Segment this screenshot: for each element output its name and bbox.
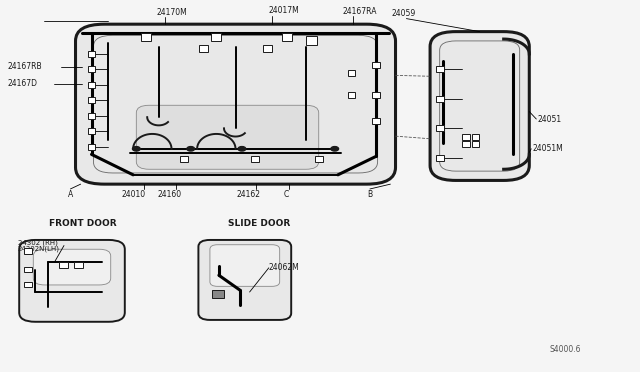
Bar <box>315 156 323 162</box>
Bar <box>88 51 95 57</box>
Bar <box>88 128 95 134</box>
Bar <box>24 282 32 287</box>
FancyBboxPatch shape <box>198 240 291 320</box>
FancyBboxPatch shape <box>19 240 125 322</box>
Bar <box>462 141 470 147</box>
Bar <box>212 290 224 298</box>
Bar <box>88 144 95 150</box>
Bar <box>348 92 355 98</box>
FancyBboxPatch shape <box>430 32 529 180</box>
Bar <box>24 248 32 254</box>
Text: 24051M: 24051M <box>532 144 563 153</box>
Bar <box>306 36 317 45</box>
Text: 24302 (RH): 24302 (RH) <box>18 239 58 246</box>
Bar <box>472 141 479 147</box>
Text: 24160: 24160 <box>157 190 182 199</box>
FancyBboxPatch shape <box>210 245 280 286</box>
FancyBboxPatch shape <box>136 105 319 169</box>
Bar <box>88 67 95 73</box>
FancyBboxPatch shape <box>76 24 396 184</box>
Bar <box>263 45 272 52</box>
Bar <box>436 155 444 161</box>
Text: 24017M: 24017M <box>269 6 300 15</box>
Bar <box>436 96 444 102</box>
Bar <box>74 262 83 268</box>
Bar <box>436 125 444 131</box>
Text: 24170M: 24170M <box>157 8 188 17</box>
Bar <box>199 45 208 52</box>
Text: SLIDE DOOR: SLIDE DOOR <box>228 219 291 228</box>
Text: 24302N(LH): 24302N(LH) <box>18 245 60 252</box>
Bar <box>372 62 380 68</box>
Text: 24167D: 24167D <box>8 79 38 88</box>
Text: FRONT DOOR: FRONT DOOR <box>49 219 117 228</box>
FancyBboxPatch shape <box>33 249 111 285</box>
Bar <box>251 156 259 162</box>
Text: 24162: 24162 <box>236 190 260 199</box>
Bar <box>348 70 355 76</box>
Bar <box>282 33 292 41</box>
Bar <box>462 134 470 140</box>
Bar <box>88 82 95 88</box>
Text: S4000.6: S4000.6 <box>549 345 580 354</box>
Text: 24051: 24051 <box>538 115 562 124</box>
Circle shape <box>238 147 246 151</box>
Bar <box>211 33 221 41</box>
Text: A: A <box>68 190 73 199</box>
Text: 24167RA: 24167RA <box>342 7 377 16</box>
Bar <box>141 33 151 41</box>
Bar <box>180 156 188 162</box>
Circle shape <box>187 147 195 151</box>
Text: 24059: 24059 <box>392 9 416 18</box>
Bar <box>436 66 444 72</box>
Text: C: C <box>284 190 289 199</box>
Bar <box>59 262 68 268</box>
Bar <box>372 118 380 124</box>
Text: B: B <box>367 190 372 199</box>
Circle shape <box>132 147 140 151</box>
Bar <box>88 97 95 103</box>
Text: 24062M: 24062M <box>269 263 300 272</box>
Circle shape <box>331 147 339 151</box>
Bar <box>24 267 32 272</box>
Bar <box>372 92 380 98</box>
Text: 24010: 24010 <box>121 190 145 199</box>
Bar <box>472 134 479 140</box>
Text: 24167RB: 24167RB <box>8 62 42 71</box>
Bar <box>88 113 95 119</box>
